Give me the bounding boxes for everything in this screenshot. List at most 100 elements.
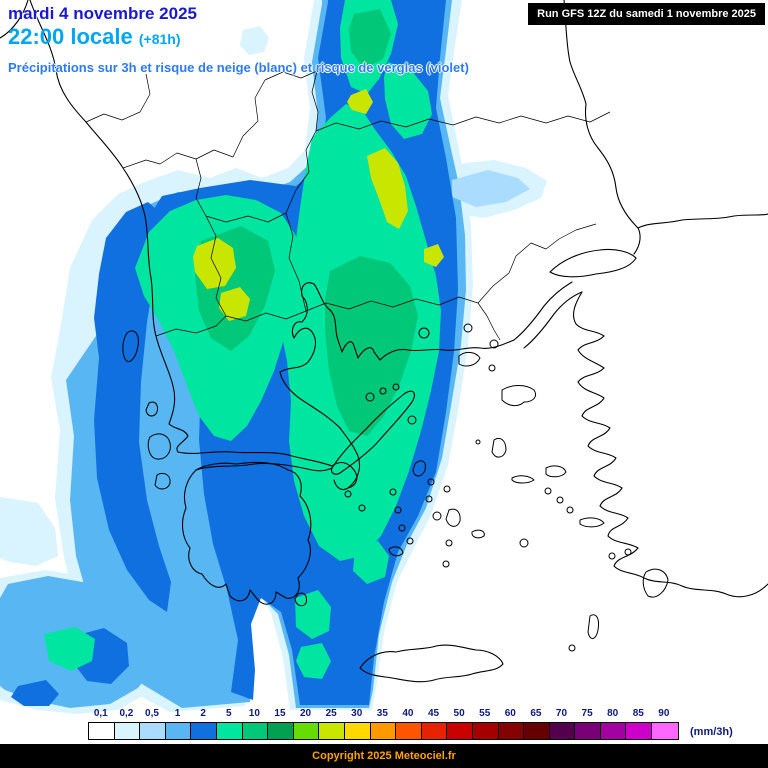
island — [519, 538, 529, 548]
legend-color-cell — [242, 723, 269, 739]
coastline — [523, 291, 583, 349]
island — [445, 508, 461, 527]
coastline — [637, 213, 768, 229]
legend-color-cell — [370, 723, 397, 739]
run-info-box: Run GFS 12Z du samedi 1 novembre 2025 — [528, 3, 765, 25]
legend-value: 10 — [248, 708, 260, 719]
legend-unit: (mm/3h) — [690, 726, 733, 738]
island — [608, 552, 616, 560]
island — [458, 351, 481, 367]
island — [389, 488, 397, 496]
island — [471, 529, 485, 539]
footer-bar: Copyright 2025 Meteociel.fr — [0, 744, 768, 768]
border-line — [85, 111, 141, 123]
legend-color-cell — [268, 723, 294, 739]
legend-color-cell — [165, 723, 192, 739]
border-line — [122, 149, 234, 169]
border-line — [225, 310, 307, 322]
legend-value: 45 — [427, 708, 440, 719]
border-line — [195, 158, 207, 217]
coastline — [181, 461, 312, 605]
island — [147, 433, 171, 460]
precip-blob — [424, 244, 444, 267]
borders-layer — [85, 70, 611, 341]
border-line — [232, 79, 266, 158]
legend-color-cell — [319, 723, 345, 739]
legend-value: 30 — [351, 708, 363, 719]
legend-value: 2 — [200, 708, 206, 719]
island — [388, 546, 404, 557]
border-line — [264, 70, 318, 81]
border-line — [139, 73, 151, 113]
legend-value: 35 — [376, 708, 388, 719]
island — [358, 504, 366, 512]
legend-color-cell — [140, 723, 166, 739]
coastline — [0, 0, 29, 39]
legend-color-cell — [293, 723, 320, 739]
island — [489, 339, 499, 349]
border-line — [315, 111, 611, 132]
precip-blob — [193, 238, 236, 289]
island — [427, 478, 435, 486]
border-line — [311, 70, 319, 132]
coastline — [563, 0, 639, 229]
border-line — [205, 212, 287, 223]
legend-value: 0,2 — [119, 708, 134, 719]
island — [511, 475, 535, 484]
copyright-label: Copyright 2025 Meteociel.fr — [312, 750, 456, 762]
legend-color-cell — [421, 723, 448, 739]
legend-value: 65 — [530, 708, 542, 719]
coastline — [29, 0, 189, 453]
precip-blob — [11, 680, 59, 706]
island — [624, 548, 632, 556]
island — [488, 364, 496, 372]
legend-color-cell — [447, 723, 473, 739]
legend-color-cell — [600, 723, 627, 739]
forecast-offset: (+81h) — [138, 30, 181, 47]
island — [443, 485, 451, 493]
header: mardi 4 novembre 2025 22:00 locale (+81h… — [8, 4, 469, 76]
island — [406, 537, 414, 545]
legend-value: 70 — [555, 708, 568, 719]
legend-color-cell — [216, 723, 243, 739]
island — [407, 415, 417, 425]
date-label: mardi 4 novembre 2025 — [8, 4, 197, 23]
islands-layer — [122, 323, 669, 652]
precip-blob — [219, 287, 250, 321]
legend-color-cell — [396, 723, 422, 739]
legend-value: 25 — [325, 708, 337, 719]
legend-value: 85 — [632, 708, 644, 719]
legend-value: 15 — [274, 708, 286, 719]
island — [365, 392, 375, 402]
legend-color-cell — [575, 723, 601, 739]
border-line — [285, 130, 317, 214]
coastline — [513, 281, 573, 341]
precip-blob — [296, 643, 331, 679]
legend-value: 60 — [504, 708, 516, 719]
precip-blob — [347, 89, 373, 114]
border-line — [285, 212, 307, 312]
island — [463, 323, 473, 333]
island — [398, 524, 406, 532]
legend-value: 55 — [479, 708, 491, 719]
precip-blob — [240, 26, 269, 55]
precip-layer — [0, 0, 547, 714]
time-label: 22:00 locale (+81h) — [8, 24, 469, 49]
legend-value: 1 — [174, 708, 181, 719]
island — [379, 387, 387, 395]
island — [154, 472, 171, 490]
island — [425, 495, 433, 503]
island — [442, 560, 450, 568]
coastline — [177, 451, 333, 467]
precip-blob — [452, 170, 530, 207]
legend-value: 0,5 — [145, 708, 159, 719]
island — [642, 568, 669, 598]
island — [475, 439, 481, 445]
precip-blob — [44, 627, 95, 671]
precip-blob — [367, 148, 408, 229]
island — [392, 383, 400, 391]
legend-value: 90 — [658, 708, 670, 719]
legend-value: 20 — [299, 708, 312, 719]
island — [501, 385, 537, 407]
